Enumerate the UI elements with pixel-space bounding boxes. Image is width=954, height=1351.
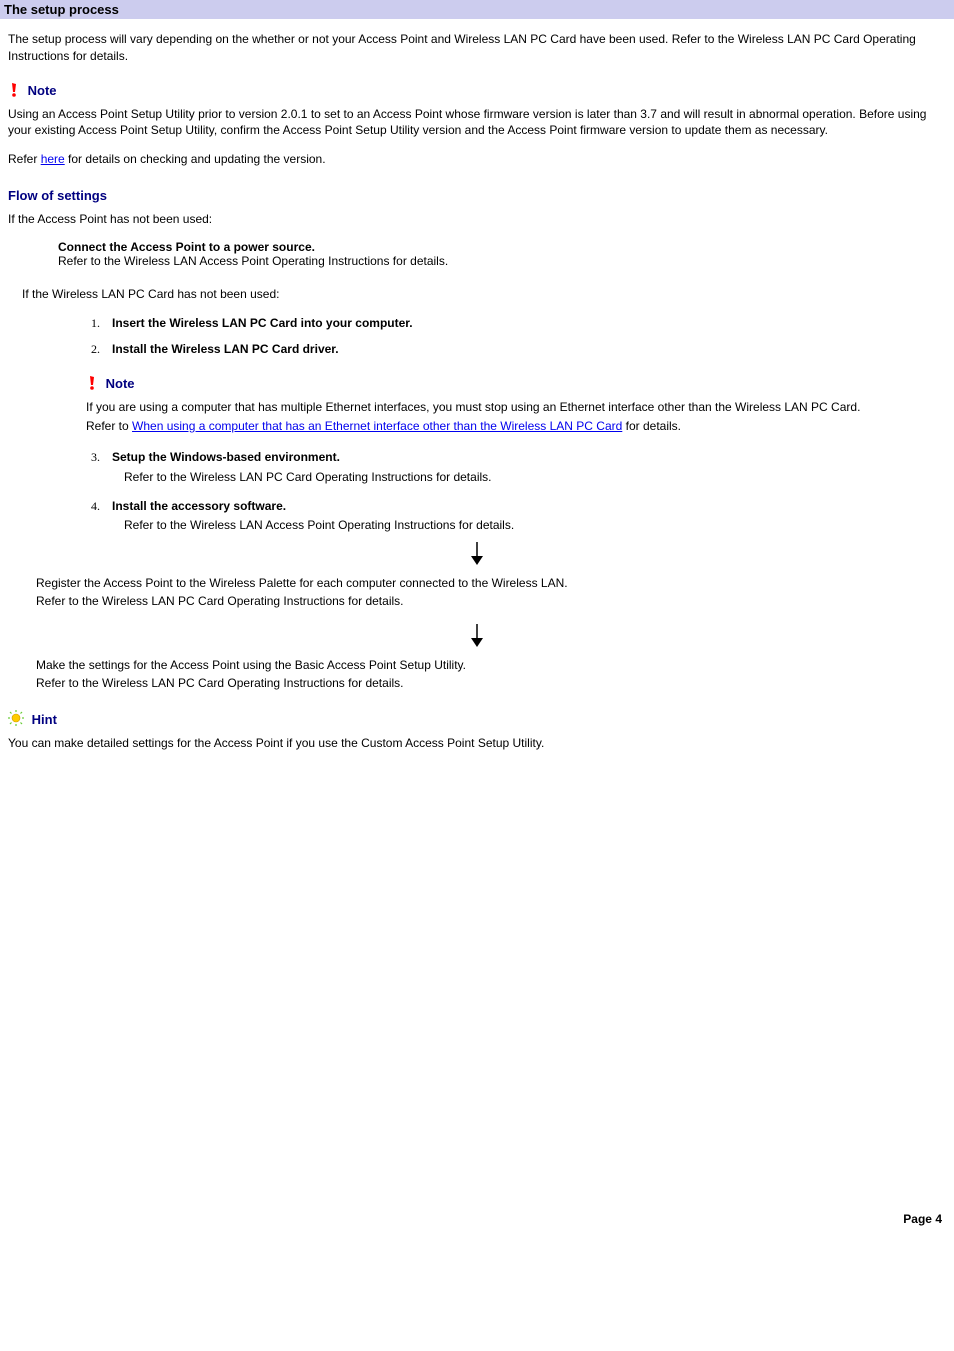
down-arrow-icon (8, 624, 946, 651)
note1-body: Using an Access Point Setup Utility prio… (8, 106, 946, 140)
exclamation-icon (8, 83, 28, 98)
ethernet-interface-link[interactable]: When using a computer that has an Ethern… (132, 419, 622, 433)
hint-text: You can make detailed settings for the A… (8, 735, 946, 752)
register-line1: Register the Access Point to the Wireles… (36, 575, 946, 592)
settings-line2: Refer to the Wireless LAN PC Card Operat… (36, 675, 946, 692)
step-4: 4. Install the accessory software. (86, 498, 946, 515)
step-1-num: 1. (86, 315, 112, 332)
intro-paragraph: The setup process will vary depending on… (8, 31, 946, 65)
settings-block: Make the settings for the Access Point u… (36, 657, 946, 692)
settings-line1: Make the settings for the Access Point u… (36, 657, 946, 674)
ap-step: Connect the Access Point to a power sour… (58, 240, 946, 268)
step-3-num: 3. (86, 449, 112, 466)
step-3-sub: Refer to the Wireless LAN PC Card Operat… (124, 470, 946, 484)
pc-unused-intro: If the Wireless LAN PC Card has not been… (22, 286, 946, 303)
hint-label: Hint (32, 712, 57, 727)
ap-unused-intro: If the Access Point has not been used: (8, 211, 946, 228)
step-3: 3. Setup the Windows-based environment. (86, 449, 946, 466)
flow-of-settings-heading: Flow of settings (8, 188, 946, 203)
ap-step-sub: Refer to the Wireless LAN Access Point O… (58, 254, 946, 268)
hint-heading: Hint (8, 710, 946, 727)
note-heading: Note (8, 83, 946, 98)
section-header: The setup process (0, 0, 954, 19)
exclamation-icon (86, 376, 106, 391)
inner-note-line1: If you are using a computer that has mul… (86, 399, 946, 416)
step-4-title: Install the accessory software. (112, 498, 946, 515)
inner-note-label: Note (106, 376, 135, 391)
here-link[interactable]: here (41, 152, 65, 166)
down-arrow-icon (8, 542, 946, 569)
step-2-title: Install the Wireless LAN PC Card driver. (112, 341, 946, 358)
step-4-num: 4. (86, 498, 112, 515)
step-2-num: 2. (86, 341, 112, 358)
lightbulb-icon (8, 712, 32, 727)
inner-note-heading: Note (86, 376, 946, 391)
note-label: Note (28, 83, 57, 98)
page-footer: Page 4 (8, 1212, 946, 1226)
step-1: 1. Insert the Wireless LAN PC Card into … (86, 315, 946, 332)
inner-note-line2: Refer to When using a computer that has … (86, 418, 946, 435)
step-3-title: Setup the Windows-based environment. (112, 449, 946, 466)
step-2: 2. Install the Wireless LAN PC Card driv… (86, 341, 946, 358)
register-line2: Refer to the Wireless LAN PC Card Operat… (36, 593, 946, 610)
note1-refer: Refer here for details on checking and u… (8, 151, 946, 168)
register-block: Register the Access Point to the Wireles… (36, 575, 946, 610)
step-4-sub: Refer to the Wireless LAN Access Point O… (124, 518, 946, 532)
step-1-title: Insert the Wireless LAN PC Card into you… (112, 315, 946, 332)
ap-step-title: Connect the Access Point to a power sour… (58, 240, 946, 254)
